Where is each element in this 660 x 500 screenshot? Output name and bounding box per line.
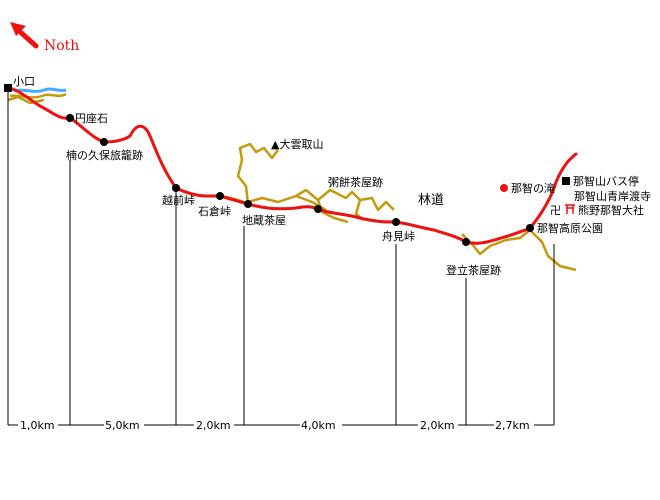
bus-stop-marker-icon bbox=[562, 177, 570, 185]
place-bus-stop: 那智山バス停 bbox=[573, 174, 639, 188]
north-arrow-icon bbox=[10, 22, 39, 49]
place-jizo: 地蔵茶屋 bbox=[242, 214, 286, 227]
place-kayumochi: 粥餅茶屋跡 bbox=[328, 175, 383, 189]
river bbox=[13, 87, 67, 93]
place-echizen: 越前峠 bbox=[162, 193, 195, 207]
distance-label-2: 5,0km bbox=[105, 419, 140, 432]
distance-label-1: 1,0km bbox=[20, 419, 55, 432]
noborita-marker-icon bbox=[462, 238, 470, 246]
torii-icon bbox=[565, 204, 575, 214]
kogen-marker-icon bbox=[526, 224, 534, 232]
place-nachi-falls: 那智の滝 bbox=[511, 181, 555, 195]
kayumochi-marker-icon bbox=[314, 205, 322, 213]
place-rindo: 林道 bbox=[418, 193, 444, 208]
place-ogumotori: ▲大雲取山 bbox=[271, 137, 323, 151]
place-seiganto: 那智山青岸渡寺 bbox=[574, 189, 651, 203]
place-funami: 舟見峠 bbox=[382, 229, 415, 243]
place-koguchi: 小口 bbox=[13, 75, 35, 88]
distance-label-6: 2,7km bbox=[495, 419, 530, 432]
place-kogen: 那智高原公園 bbox=[537, 221, 603, 235]
kusunokubo-marker-icon bbox=[100, 138, 108, 146]
forest-roads bbox=[7, 92, 577, 272]
waypoint-markers bbox=[66, 114, 534, 246]
distance-label-4: 4,0km bbox=[301, 419, 336, 432]
distance-label-3: 2,0km bbox=[196, 419, 231, 432]
ishikura-marker-icon bbox=[216, 192, 224, 200]
place-enzaishi: 円座石 bbox=[75, 111, 108, 125]
place-kusunokubo: 楠の久保旅籠跡 bbox=[66, 148, 143, 162]
enzaishi-marker-icon bbox=[66, 114, 74, 122]
distance-ticks bbox=[7, 90, 555, 425]
temple-icon: 卍 bbox=[550, 204, 561, 217]
echizen-marker-icon bbox=[172, 184, 180, 192]
place-taisha: 熊野那智大社 bbox=[578, 203, 644, 217]
funami-marker-icon bbox=[392, 218, 400, 226]
north-label: Noth bbox=[44, 38, 79, 54]
distance-label-5: 2,0km bbox=[420, 419, 455, 432]
waterfall-marker-icon bbox=[500, 184, 508, 192]
jizo-marker-icon bbox=[244, 200, 252, 208]
place-ishikura: 石倉峠 bbox=[198, 204, 231, 218]
koguchi-marker-icon bbox=[4, 84, 12, 92]
place-noborita: 登立茶屋跡 bbox=[446, 263, 501, 277]
